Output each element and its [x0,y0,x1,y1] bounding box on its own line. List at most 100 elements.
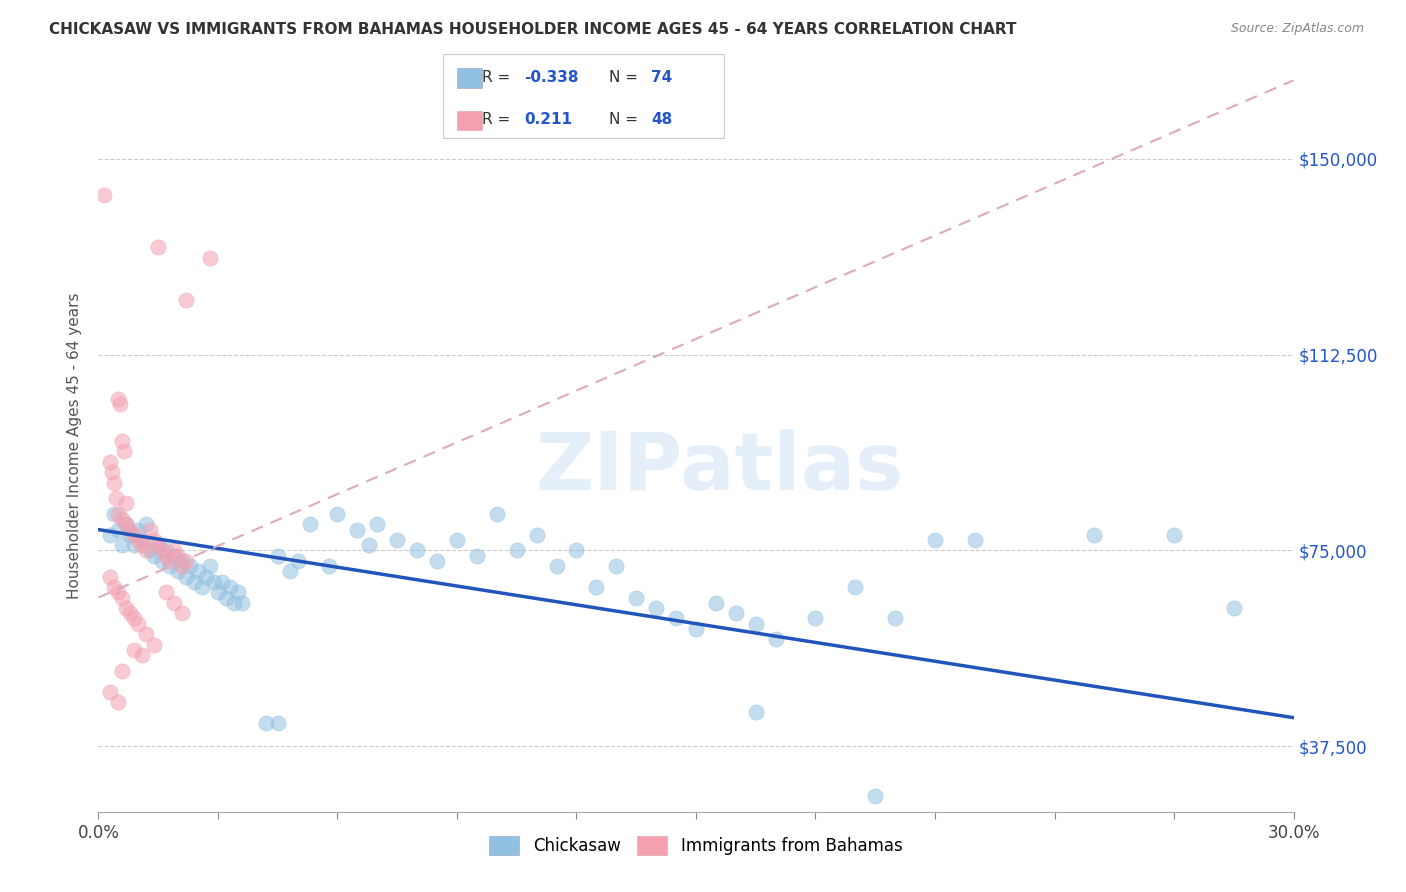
Point [745,706,768,720]
Point [963,533,986,547]
Text: R =: R = [482,112,516,128]
Point [172,606,194,620]
Point [346,523,368,537]
Point [605,559,627,574]
Point [1083,528,1105,542]
Point [215,591,238,605]
Point [120,528,142,542]
Point [804,611,827,625]
Point [115,517,138,532]
Point [267,549,290,563]
Point [148,240,170,254]
Point [167,549,190,563]
Point [143,533,166,547]
Point [115,517,138,532]
Point [124,528,146,542]
Text: 0.211: 0.211 [524,112,572,128]
Point [112,444,135,458]
Point [406,543,429,558]
Point [526,528,548,542]
Point [446,533,468,547]
Point [318,559,340,574]
Point [1163,528,1185,542]
Point [1223,601,1246,615]
Legend: Chickasaw, Immigrants from Bahamas: Chickasaw, Immigrants from Bahamas [482,830,910,862]
Point [226,585,249,599]
Point [211,574,233,589]
Point [844,580,866,594]
Point [124,642,146,657]
Point [139,523,162,537]
Point [163,596,186,610]
Point [565,543,588,558]
Point [745,616,768,631]
Point [765,632,787,647]
Point [485,507,508,521]
Point [231,596,253,610]
Point [183,574,205,589]
Point [143,549,166,563]
Point [111,591,134,605]
Text: N =: N = [609,112,643,128]
Text: ZIPatlas: ZIPatlas [536,429,904,507]
Point [103,507,125,521]
Point [150,543,173,558]
Point [254,715,277,730]
Point [359,538,381,552]
Point [326,507,349,521]
Point [163,549,186,563]
Point [111,538,134,552]
Point [107,507,129,521]
Point [98,684,122,698]
Point [267,715,290,730]
Point [139,543,162,558]
Point [155,543,177,558]
Point [115,601,138,615]
Point [198,251,221,265]
Point [127,523,149,537]
Point [645,601,668,615]
Point [131,648,153,662]
Point [127,533,149,547]
Point [366,517,388,532]
Point [115,496,138,510]
Point [298,517,321,532]
Point [172,554,194,568]
Point [546,559,568,574]
Point [924,533,946,547]
Point [124,538,146,552]
Point [155,585,177,599]
Point [148,538,170,552]
Text: 74: 74 [651,70,672,85]
Point [174,554,197,568]
Point [155,549,177,563]
Text: R =: R = [482,70,516,85]
Point [195,569,218,583]
Point [191,580,214,594]
Point [163,543,186,558]
Point [704,596,727,610]
Point [884,611,907,625]
Text: CHICKASAW VS IMMIGRANTS FROM BAHAMAS HOUSEHOLDER INCOME AGES 45 - 64 YEARS CORRE: CHICKASAW VS IMMIGRANTS FROM BAHAMAS HOU… [49,22,1017,37]
Point [278,565,301,579]
Point [111,434,134,448]
Point [626,591,648,605]
Point [135,543,157,558]
Point [222,596,245,610]
Point [135,517,157,532]
Point [665,611,688,625]
Point [98,528,122,542]
Point [219,580,242,594]
Point [120,523,142,537]
Text: -0.338: -0.338 [524,70,579,85]
Point [135,627,157,641]
Point [865,789,887,803]
Point [143,638,166,652]
Text: Source: ZipAtlas.com: Source: ZipAtlas.com [1230,22,1364,36]
Point [287,554,309,568]
Point [159,554,181,568]
Point [150,554,173,568]
Point [110,397,132,411]
Point [187,565,209,579]
Point [167,565,190,579]
